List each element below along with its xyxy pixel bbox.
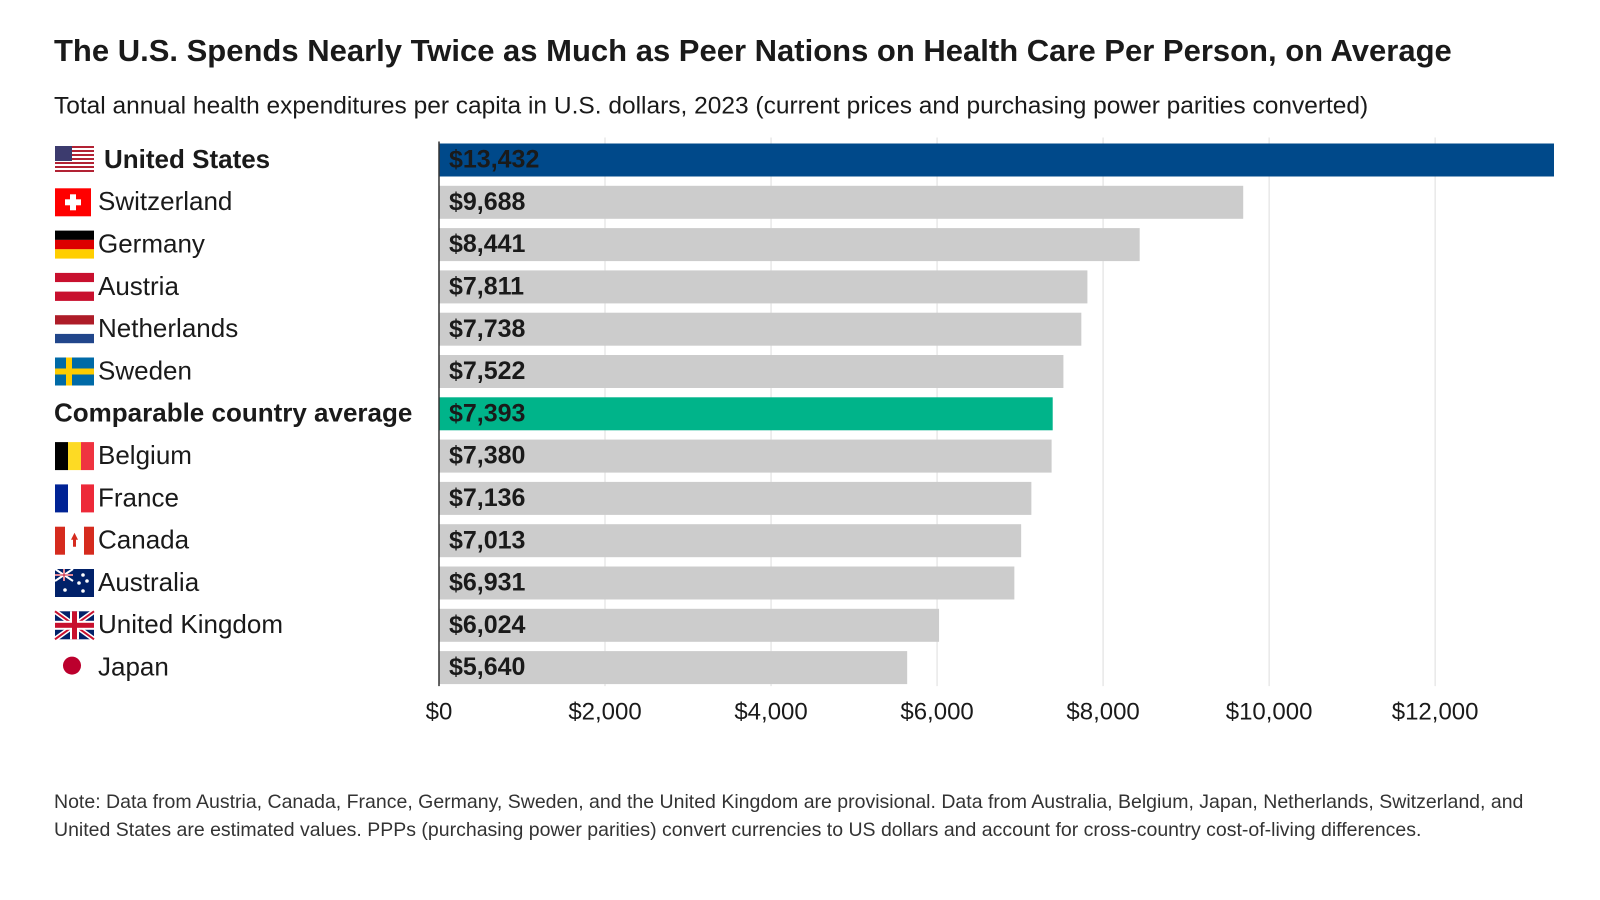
flag-part: [55, 333, 94, 344]
value-label: $13,432: [449, 146, 539, 174]
flag: [54, 568, 94, 597]
value-label: $8,441: [449, 230, 526, 258]
bar: [439, 312, 1082, 346]
flag: [55, 188, 91, 217]
x-tick-label: $6,000: [900, 698, 973, 725]
category-label: France: [98, 482, 179, 512]
value-label: $6,931: [449, 569, 526, 597]
flag-part: [55, 230, 94, 240]
chart: The U.S. Spends Nearly Twice as Much as …: [53, 33, 1554, 725]
value-label: $6,024: [449, 611, 526, 639]
flag-part: [77, 581, 81, 585]
flag-part: [55, 484, 68, 513]
value-label: $7,380: [449, 442, 525, 470]
flag: [53, 609, 96, 642]
flag-part: [81, 573, 85, 577]
flag: [55, 442, 94, 471]
flag-part: [55, 569, 73, 581]
category-label: Netherlands: [98, 313, 238, 343]
flag-part: [55, 162, 94, 164]
flag-part: [68, 442, 81, 471]
flag-part: [55, 158, 94, 160]
category-label: Sweden: [98, 355, 192, 385]
bar: [439, 608, 940, 642]
bar: [439, 228, 1140, 262]
bar: [439, 355, 1064, 388]
category-label: Canada: [98, 525, 190, 555]
flag-part: [55, 315, 94, 325]
flag: [55, 146, 94, 172]
category-label: Comparable country average: [54, 398, 412, 428]
bar: [439, 439, 1052, 473]
flag: [55, 230, 94, 259]
chart-subtitle: Total annual health expenditures per cap…: [54, 92, 1368, 119]
x-tick-label: $4,000: [734, 698, 807, 725]
flag-part: [65, 199, 81, 206]
x-tick-label: $2,000: [568, 698, 641, 725]
flag-part: [81, 589, 85, 593]
flag: [55, 484, 94, 513]
bar: [439, 651, 908, 685]
bar: [439, 143, 1554, 177]
flag-part: [55, 526, 65, 555]
value-label: $7,393: [449, 399, 525, 427]
value-label: $7,136: [449, 484, 525, 512]
flag-part: [55, 282, 94, 292]
flag-part: [71, 532, 78, 547]
bar: [439, 185, 1244, 219]
flag-part: [55, 154, 94, 156]
bar: [439, 524, 1022, 558]
category-label: Australia: [98, 567, 200, 597]
flag-part: [63, 656, 81, 675]
bar: [439, 397, 1053, 431]
flag: [63, 656, 81, 675]
flag-part: [68, 484, 81, 513]
flag-part: [55, 622, 94, 628]
flag-part: [55, 249, 94, 259]
flag-part: [55, 324, 94, 334]
category-label: United States: [104, 144, 270, 174]
bar: [439, 481, 1032, 515]
category-label: Germany: [98, 228, 205, 258]
flag-part: [55, 291, 94, 301]
category-label: Japan: [98, 651, 169, 681]
value-label: $5,640: [449, 653, 525, 681]
flag-part: [63, 588, 67, 592]
category-label: United Kingdom: [98, 609, 283, 639]
flag-part: [55, 146, 72, 161]
category-label: Switzerland: [98, 186, 232, 216]
x-tick-label: $0: [426, 698, 453, 725]
flag-part: [55, 239, 94, 250]
flag-part: [55, 150, 94, 152]
flag-part: [55, 166, 94, 168]
flag-part: [55, 272, 94, 283]
value-label: $7,522: [449, 357, 525, 385]
flag-part: [55, 368, 94, 375]
value-label: $7,013: [449, 526, 525, 554]
flag: [55, 272, 94, 301]
value-label: $9,688: [449, 188, 526, 216]
flag-part: [55, 146, 94, 148]
flag-part: [85, 579, 89, 583]
category-label: Belgium: [98, 440, 192, 470]
value-label: $7,738: [449, 315, 526, 343]
x-tick-label: $10,000: [1226, 698, 1313, 725]
chart-title: The U.S. Spends Nearly Twice as Much as …: [54, 33, 1452, 68]
bar: [439, 566, 1015, 600]
flag: [55, 526, 94, 555]
x-tick-label: $8,000: [1066, 698, 1139, 725]
flag-part: [81, 442, 94, 471]
note: Note: Data from Austria, Canada, France,…: [54, 791, 1524, 841]
flag: [55, 357, 94, 386]
category-label: Austria: [98, 271, 179, 301]
flag-part: [55, 170, 94, 172]
flag-part: [84, 526, 94, 555]
value-label: $7,811: [449, 273, 524, 301]
x-tick-label: $12,000: [1392, 698, 1479, 725]
bar: [439, 270, 1088, 304]
flag-part: [55, 442, 68, 471]
flag-part: [81, 484, 94, 513]
flag: [55, 315, 94, 344]
